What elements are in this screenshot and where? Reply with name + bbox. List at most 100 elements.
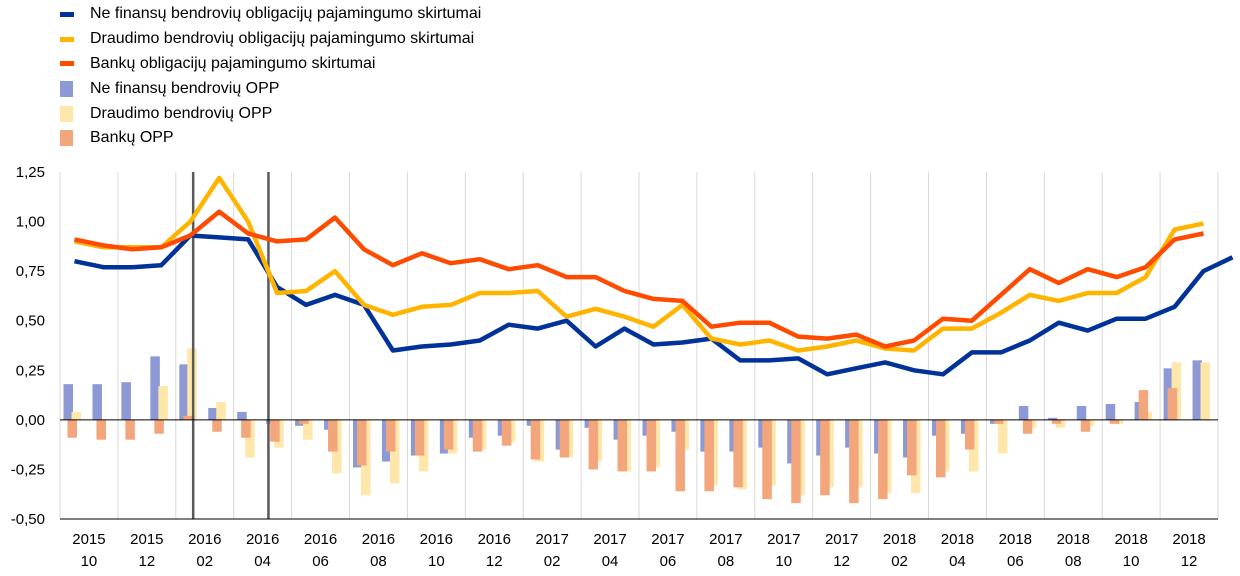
bar [299,419,309,424]
bar [328,419,338,452]
x-tick-year: 2018 [999,531,1032,548]
x-tick-year: 2016 [420,531,453,548]
bar [241,419,251,438]
x-tick-month: 10 [1123,553,1140,570]
y-tick-label: 1,00 [16,214,45,231]
x-tick-year: 2017 [709,531,742,548]
bar [820,419,830,496]
bar [92,384,102,420]
x-tick-month: 06 [312,553,329,570]
bar [1200,362,1211,420]
x-tick-month: 12 [486,553,503,570]
bar [71,411,81,420]
bar [158,386,168,420]
x-tick-month: 04 [254,553,271,570]
legend-label: Ne finansų bendrovių obligacijų pajaming… [90,5,482,23]
x-tick-year: 2018 [1114,531,1147,548]
legend-label: Ne finansų bendrovių OPP [90,79,280,97]
bar [617,419,628,472]
series-line [74,175,1204,353]
y-tick-label: 0,50 [16,313,45,330]
bar [1192,360,1203,420]
bar [1022,419,1033,434]
bar [472,419,483,452]
x-tick-year: 2017 [825,531,858,548]
x-tick-month: 08 [718,553,735,570]
x-tick-month: 12 [139,553,156,570]
bar [1080,419,1091,432]
x-tick-month: 12 [833,553,850,570]
y-tick-label: 0,00 [16,412,45,429]
y-tick-label: -0,50 [11,511,45,528]
x-tick-month: 02 [891,553,908,570]
bar [675,419,685,492]
legend-item-nonfinancial-spread: Ne finansų bendrovių obligacijų pajaming… [60,2,481,27]
x-tick-year: 2017 [651,531,684,548]
x-tick-year: 2017 [593,531,626,548]
x-tick-year: 2017 [535,531,568,548]
legend-swatch [60,80,73,97]
bar [154,419,164,434]
legend-item-nonfinancial-opp: Ne finansų bendrovių OPP [60,76,481,101]
legend-item-bank-spread: Bankų obligacijų pajamingumo skirtumai [60,52,481,77]
y-axis-ticks: 1,25 1,00 0,75 0,50 0,25 0,00 -0,25 -0,50 [11,164,45,528]
bar [125,419,135,440]
bar [63,384,73,420]
x-tick-year: 2016 [478,531,511,548]
y-tick-label: 0,75 [16,263,45,280]
legend-label: Bankų obligacijų pajamingumo skirtumai [90,54,376,72]
bar [303,419,313,440]
bars [63,348,1211,504]
x-tick-month: 08 [370,553,387,570]
lines [74,175,1234,377]
x-tick-year: 2016 [304,531,337,548]
bar [704,419,714,492]
legend-swatch [60,36,74,42]
y-tick-label: 0,25 [16,362,45,379]
bar [150,356,160,420]
bar [1109,419,1120,424]
vertical-markers [191,172,270,519]
x-tick-year: 2018 [1057,531,1090,548]
bar [183,415,193,420]
x-tick-year: 2015 [72,531,105,548]
x-tick-year: 2015 [130,531,163,548]
x-tick-year: 2018 [1172,531,1205,548]
bar [1105,403,1116,420]
bar [216,402,226,420]
bar [1018,405,1029,420]
y-tick-label: 1,25 [16,164,45,181]
series-line [74,209,1204,349]
legend-swatch [60,61,74,67]
x-tick-year: 2017 [767,531,800,548]
bar [559,419,570,458]
bar [1051,419,1062,424]
legend-item-insurance-spread: Draudimo bendrovių obligacijų pajamingum… [60,27,481,52]
legend-swatch [60,105,73,122]
bar [1076,405,1087,420]
legend-item-insurance-opp: Draudimo bendrovių OPP [60,101,481,126]
bar [357,419,367,466]
bar [1138,390,1149,420]
x-tick-month: 10 [775,553,792,570]
bar [849,419,859,504]
legend-swatch [60,11,74,17]
legend: Ne finansų bendrovių obligacijų pajaming… [60,2,481,151]
x-axis-ticks: 2015 10 2015 12 2016 02 2016 04 2016 06 2016 08 2016… [72,531,1205,570]
bar [791,419,801,504]
bar [237,411,247,420]
x-tick-month: 10 [81,553,98,570]
bar [733,419,743,488]
bar [530,419,541,460]
bar [212,419,222,432]
x-tick-year: 2016 [362,531,395,548]
x-tick-month: 04 [949,553,966,570]
x-tick-year: 2016 [188,531,221,548]
x-tick-month: 02 [544,553,561,570]
x-tick-month: 10 [428,553,445,570]
legend-label: Bankų OPP [90,129,174,147]
bar [993,419,1004,424]
x-tick-month: 06 [660,553,677,570]
bar [179,364,189,420]
bar [96,419,106,440]
